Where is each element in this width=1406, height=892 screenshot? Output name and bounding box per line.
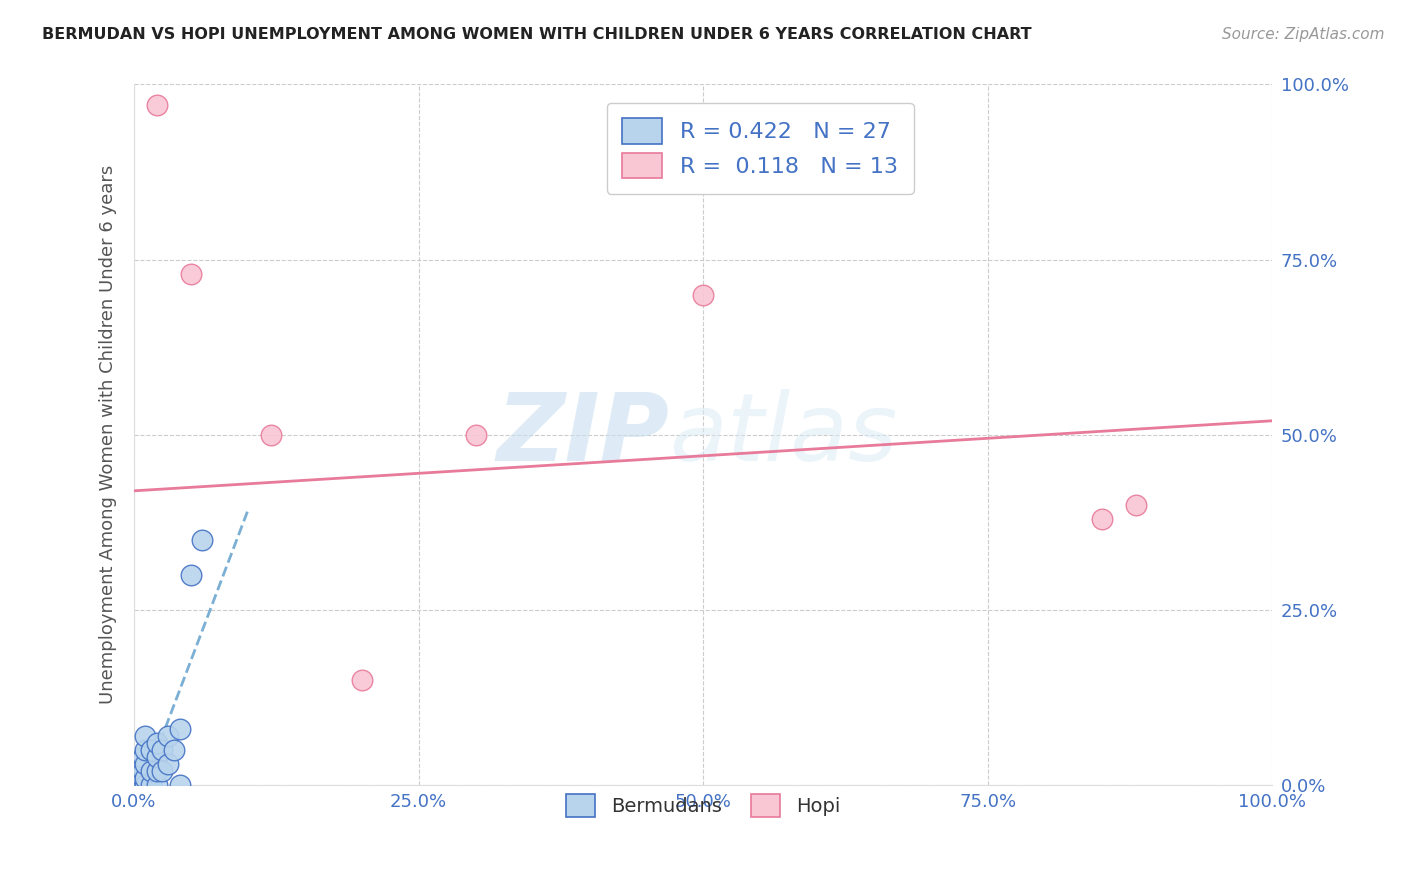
Point: [169, 722, 191, 736]
Point: [132, 764, 155, 778]
Point: [134, 729, 156, 743]
Point: [692, 287, 714, 301]
Point: [134, 757, 156, 772]
Point: [1091, 512, 1114, 526]
Point: [146, 98, 169, 112]
Point: [139, 764, 162, 778]
Text: Source: ZipAtlas.com: Source: ZipAtlas.com: [1222, 27, 1385, 42]
Point: [191, 533, 214, 547]
Point: [180, 568, 202, 582]
Text: BERMUDAN VS HOPI UNEMPLOYMENT AMONG WOMEN WITH CHILDREN UNDER 6 YEARS CORRELATIO: BERMUDAN VS HOPI UNEMPLOYMENT AMONG WOME…: [42, 27, 1032, 42]
Point: [134, 743, 156, 757]
Point: [259, 427, 281, 442]
Point: [146, 778, 169, 792]
Point: [163, 743, 186, 757]
Point: [134, 771, 156, 785]
Legend: Bermudans, Hopi: Bermudans, Hopi: [558, 787, 848, 824]
Point: [180, 267, 202, 281]
Point: [146, 736, 169, 750]
Point: [134, 778, 156, 792]
Y-axis label: Unemployment Among Women with Children Under 6 years: Unemployment Among Women with Children U…: [100, 165, 117, 705]
Point: [128, 764, 150, 778]
Point: [157, 729, 180, 743]
Point: [139, 743, 162, 757]
Text: ZIP: ZIP: [496, 389, 669, 481]
Point: [350, 673, 373, 687]
Point: [1125, 498, 1147, 512]
Point: [132, 750, 155, 764]
Point: [152, 764, 174, 778]
Point: [132, 778, 155, 792]
Point: [464, 427, 486, 442]
Point: [169, 778, 191, 792]
Point: [146, 764, 169, 778]
Point: [146, 750, 169, 764]
Point: [157, 757, 180, 772]
Point: [128, 778, 150, 792]
Point: [132, 771, 155, 785]
Point: [139, 778, 162, 792]
Point: [152, 743, 174, 757]
Text: atlas: atlas: [669, 389, 897, 480]
